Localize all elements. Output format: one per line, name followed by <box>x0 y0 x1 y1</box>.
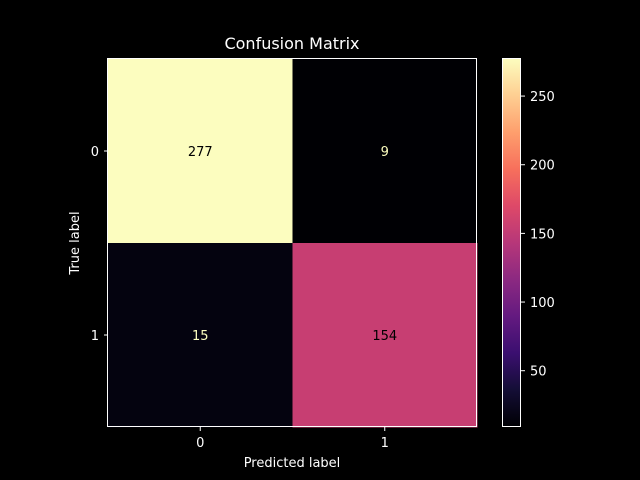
heatmap-cell-labels: 277 9 15 154 <box>188 145 397 344</box>
colorbar-ticks: 50 100 150 200 250 <box>521 90 555 380</box>
cell-value-label: 277 <box>188 145 213 160</box>
cell-value-label: 9 <box>381 145 389 160</box>
plot-frame <box>107 58 477 427</box>
colorbar-tick-label: 150 <box>530 227 555 242</box>
y-tick-label: 1 <box>91 329 99 344</box>
x-tick-label: 1 <box>381 436 389 451</box>
colorbar-tick-label: 50 <box>530 365 547 380</box>
cell-value-label: 15 <box>192 329 209 344</box>
heatmap-cell <box>292 59 478 244</box>
heatmap-cell <box>292 243 478 428</box>
y-tick-label: 0 <box>91 145 99 160</box>
x-tick-label: 0 <box>196 436 204 451</box>
y-axis-ticks: 01 <box>91 145 108 344</box>
colorbar-tick-label: 250 <box>530 90 555 105</box>
colorbar-tick-label: 100 <box>530 296 555 311</box>
cell-value-label: 154 <box>372 329 397 344</box>
y-axis-label: True label <box>68 211 83 275</box>
heatmap-cells <box>108 59 478 428</box>
colorbar-tick-label: 200 <box>530 159 555 174</box>
colorbar <box>502 58 521 427</box>
chart-title: Confusion Matrix <box>224 34 359 53</box>
x-axis-label: Predicted label <box>244 456 341 471</box>
heatmap-cell <box>108 243 293 428</box>
heatmap-cell <box>108 59 293 244</box>
